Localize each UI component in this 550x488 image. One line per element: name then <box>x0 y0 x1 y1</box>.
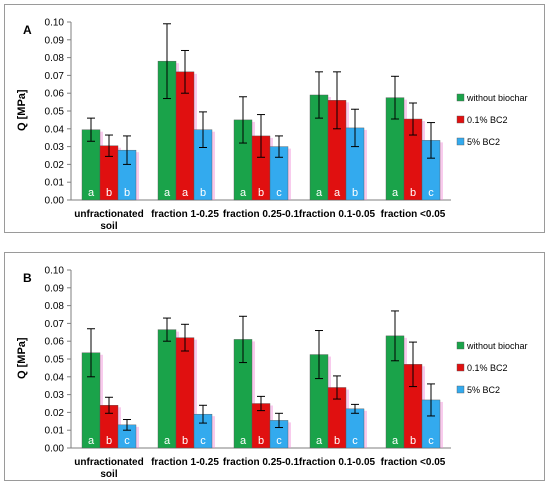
legend-label-a-2: 5% BC2 <box>467 137 500 147</box>
significance-letter-a: b <box>200 187 206 199</box>
significance-letter-b: a <box>88 435 95 447</box>
category-label-a: unfractionated <box>74 209 143 220</box>
y-tick-label-a: 0.00 <box>45 196 65 207</box>
legend-swatch-b-0 <box>456 341 465 350</box>
significance-letter-b: c <box>124 435 130 447</box>
y-tick-label-b: 0.09 <box>45 283 65 294</box>
bar-b-1-0 <box>157 329 177 449</box>
category-label-b: fraction 1-0.25 <box>151 457 219 468</box>
category-label-b: fraction 0.25-0.1 <box>223 457 300 468</box>
significance-letter-a: a <box>316 187 323 199</box>
significance-letter-a: c <box>428 187 434 199</box>
significance-letter-b: c <box>276 435 282 447</box>
category-label-a: soil <box>100 221 117 232</box>
y-tick-label-a: 0.05 <box>45 107 65 118</box>
significance-letter-b: b <box>410 435 416 447</box>
legend-swatch-a-0 <box>456 93 465 102</box>
chart-panel-a: A Q [MPa] 0.00 0.01 0.02 0.03 0.04 0.05 0.06 0.07… <box>4 4 545 233</box>
chart-a-svg: A Q [MPa] 0.00 0.01 0.02 0.03 0.04 0.05 0.06 0.07… <box>16 18 528 233</box>
significance-letter-b: c <box>200 435 206 447</box>
panel-label-a: A <box>23 23 32 37</box>
y-axis-label-b: Q [MPa] <box>16 337 28 379</box>
panel-label-b: B <box>23 271 32 285</box>
y-tick-label-a: 0.09 <box>45 35 65 46</box>
y-tick-label-a: 0.10 <box>45 18 65 29</box>
significance-letter-b: a <box>392 435 399 447</box>
y-tick-label-a: 0.03 <box>45 142 65 153</box>
legend-swatch-b-1 <box>456 363 465 372</box>
y-tick-label-a: 0.04 <box>45 124 65 135</box>
significance-letter-b: c <box>352 435 358 447</box>
bar-b-1-1 <box>175 337 195 449</box>
y-tick-label-a: 0.01 <box>45 178 65 189</box>
legend-label-b-0: without biochar <box>466 341 528 351</box>
y-tick-label-b: 0.01 <box>45 426 65 437</box>
y-tick-label-b: 0.05 <box>45 355 65 366</box>
category-label-a: fraction <0.05 <box>381 209 446 220</box>
significance-letter-a: b <box>106 187 112 199</box>
significance-letter-a: b <box>410 187 416 199</box>
significance-letter-b: b <box>334 435 340 447</box>
legend-swatch-b-2 <box>456 385 465 394</box>
legend-label-a-1: 0.1% BC2 <box>467 115 508 125</box>
significance-letter-a: a <box>240 187 247 199</box>
chart-panel-b: B Q [MPa] 0.00 0.01 0.02 0.03 0.04 0.05 0.06 0.07… <box>4 252 545 481</box>
significance-letter-a: a <box>334 187 341 199</box>
category-label-b: soil <box>100 469 117 480</box>
significance-letter-b: b <box>182 435 188 447</box>
category-label-a: fraction 0.25-0.1 <box>223 209 300 220</box>
significance-letter-a: a <box>164 187 171 199</box>
y-tick-label-b: 0.06 <box>45 337 65 348</box>
significance-letter-b: c <box>428 435 434 447</box>
y-tick-label-a: 0.07 <box>45 71 65 82</box>
legend-swatch-a-2 <box>456 137 465 146</box>
significance-letter-a: b <box>124 187 130 199</box>
category-label-b: fraction <0.05 <box>381 457 446 468</box>
legend-label-b-2: 5% BC2 <box>467 385 500 395</box>
y-tick-label-b: 0.04 <box>45 372 65 383</box>
y-axis-label-a: Q [MPa] <box>16 89 28 131</box>
significance-letter-b: b <box>258 435 264 447</box>
significance-letter-a: b <box>352 187 358 199</box>
chart-b-svg: B Q [MPa] 0.00 0.01 0.02 0.03 0.04 0.05 0.06 0.07… <box>16 266 528 481</box>
significance-letter-a: b <box>258 187 264 199</box>
category-label-a: fraction 1-0.25 <box>151 209 219 220</box>
y-tick-label-a: 0.02 <box>45 160 65 171</box>
legend-label-a-0: without biochar <box>466 93 528 103</box>
category-label-b: fraction 0.1-0.05 <box>299 457 376 468</box>
category-label-a: fraction 0.1-0.05 <box>299 209 376 220</box>
significance-letter-a: a <box>392 187 399 199</box>
y-tick-label-b: 0.03 <box>45 390 65 401</box>
y-tick-label-b: 0.02 <box>45 408 65 419</box>
significance-letter-a: c <box>276 187 282 199</box>
y-tick-label-b: 0.08 <box>45 301 65 312</box>
significance-letter-a: a <box>182 187 189 199</box>
y-tick-label-a: 0.08 <box>45 53 65 64</box>
significance-letter-b: a <box>240 435 247 447</box>
y-tick-label-b: 0.07 <box>45 319 65 330</box>
significance-letter-b: a <box>164 435 171 447</box>
y-tick-label-a: 0.06 <box>45 89 65 100</box>
significance-letter-b: b <box>106 435 112 447</box>
significance-letter-a: a <box>88 187 95 199</box>
significance-letter-b: a <box>316 435 323 447</box>
category-label-b: unfractionated <box>74 457 143 468</box>
legend-label-b-1: 0.1% BC2 <box>467 363 508 373</box>
y-tick-label-b: 0.10 <box>45 266 65 277</box>
y-tick-label-b: 0.00 <box>45 444 65 455</box>
legend-swatch-a-1 <box>456 115 465 124</box>
